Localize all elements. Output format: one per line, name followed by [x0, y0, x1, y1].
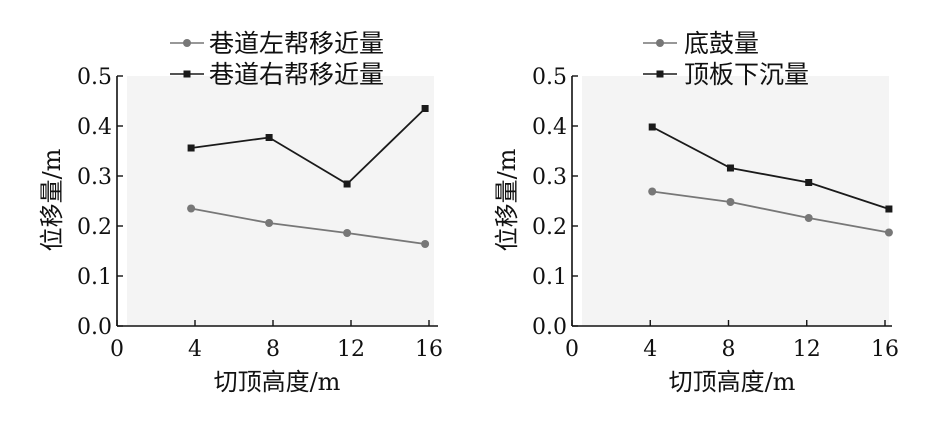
data-point-circle — [726, 198, 735, 206]
data-point-circle — [421, 240, 430, 248]
data-point-circle — [648, 187, 657, 196]
chart-right: 0.0 0.1 0.2 0.3 0.4 0.5 0 4 8 12 16 底鼓量 顶板下沉量 切顶高… — [493, 29, 899, 396]
y-tick-label: 0.0 — [77, 315, 112, 340]
series-line-1 — [190, 107, 426, 186]
data-point-square — [343, 180, 351, 188]
y-tick-label: 0.1 — [77, 265, 112, 290]
y-axis-label: 位移量/m — [38, 148, 66, 251]
x-tick-label: 16 — [415, 337, 443, 362]
x-tick-label: 12 — [337, 337, 365, 362]
y-tick-label: 0.4 — [532, 115, 567, 140]
legend-label-0: 底鼓量 — [684, 29, 759, 58]
data-point-circle — [187, 204, 196, 213]
legend-entry-1: 巷道右帮移近量 — [170, 60, 384, 89]
y-tick-label: 0.2 — [77, 215, 112, 240]
x-tick-label: 16 — [871, 337, 899, 362]
series-layer — [648, 123, 893, 237]
y-tick-label: 0.5 — [77, 65, 112, 90]
y-tick-label: 0.3 — [532, 165, 567, 190]
legend-entry-1: 顶板下沉量 — [643, 60, 809, 89]
y-tick-label: 0.2 — [532, 215, 567, 240]
data-point-square — [265, 134, 273, 141]
data-point-square — [885, 205, 893, 213]
data-point-square — [648, 123, 656, 131]
data-point-circle — [884, 228, 893, 237]
x-tick-label: 4 — [643, 337, 657, 362]
series-line-1 — [651, 126, 890, 210]
x-axis-label: 切顶高度/m — [669, 368, 796, 396]
y-tick-label: 0.1 — [532, 265, 567, 290]
x-tick-label: 8 — [266, 337, 280, 362]
data-point-square — [187, 144, 195, 152]
y-tick-label: 0.5 — [532, 65, 567, 90]
y-axis-label: 位移量/m — [493, 148, 521, 251]
plot-background — [582, 76, 889, 326]
y-ticks: 0.0 0.1 0.2 0.3 0.4 0.5 — [77, 65, 123, 340]
x-ticks: 0 4 8 12 16 — [110, 320, 443, 362]
data-point-square — [421, 105, 429, 112]
legend: 巷道左帮移近量 巷道右帮移近量 — [170, 29, 384, 89]
legend-marker-square — [656, 70, 664, 78]
x-ticks: 0 4 8 12 16 — [565, 320, 899, 362]
series-line-0 — [190, 207, 426, 245]
series-layer — [187, 105, 430, 248]
x-tick-label: 8 — [722, 337, 736, 362]
legend-marker-circle — [656, 39, 664, 47]
x-tick-label: 12 — [793, 337, 821, 362]
y-tick-label: 0.0 — [532, 315, 567, 340]
legend-label-0: 巷道左帮移近量 — [209, 29, 384, 58]
legend-entry-0: 底鼓量 — [643, 29, 759, 58]
data-point-circle — [804, 214, 813, 222]
legend: 底鼓量 顶板下沉量 — [643, 29, 809, 89]
x-axis-label: 切顶高度/m — [214, 368, 341, 396]
y-ticks: 0.0 0.1 0.2 0.3 0.4 0.5 — [532, 65, 578, 340]
x-tick-label: 0 — [110, 337, 124, 362]
series-line-0 — [652, 190, 890, 234]
data-point-square — [726, 164, 734, 172]
y-tick-label: 0.3 — [77, 165, 112, 190]
data-point-square — [805, 179, 813, 186]
legend-marker-circle — [183, 39, 191, 47]
x-tick-label: 0 — [565, 337, 579, 362]
chart-left: 0.0 0.1 0.2 0.3 0.4 0.5 0 4 8 12 16 巷道左帮移近量 巷道右帮移… — [38, 29, 443, 396]
legend-entry-0: 巷道左帮移近量 — [170, 29, 384, 58]
legend-label-1: 巷道右帮移近量 — [209, 60, 384, 89]
data-point-circle — [265, 219, 274, 227]
legend-label-1: 顶板下沉量 — [684, 60, 809, 89]
data-point-circle — [343, 229, 352, 237]
y-tick-label: 0.4 — [77, 115, 112, 140]
legend-marker-square — [183, 70, 191, 78]
x-tick-label: 4 — [188, 337, 202, 362]
plot-background — [127, 76, 434, 326]
